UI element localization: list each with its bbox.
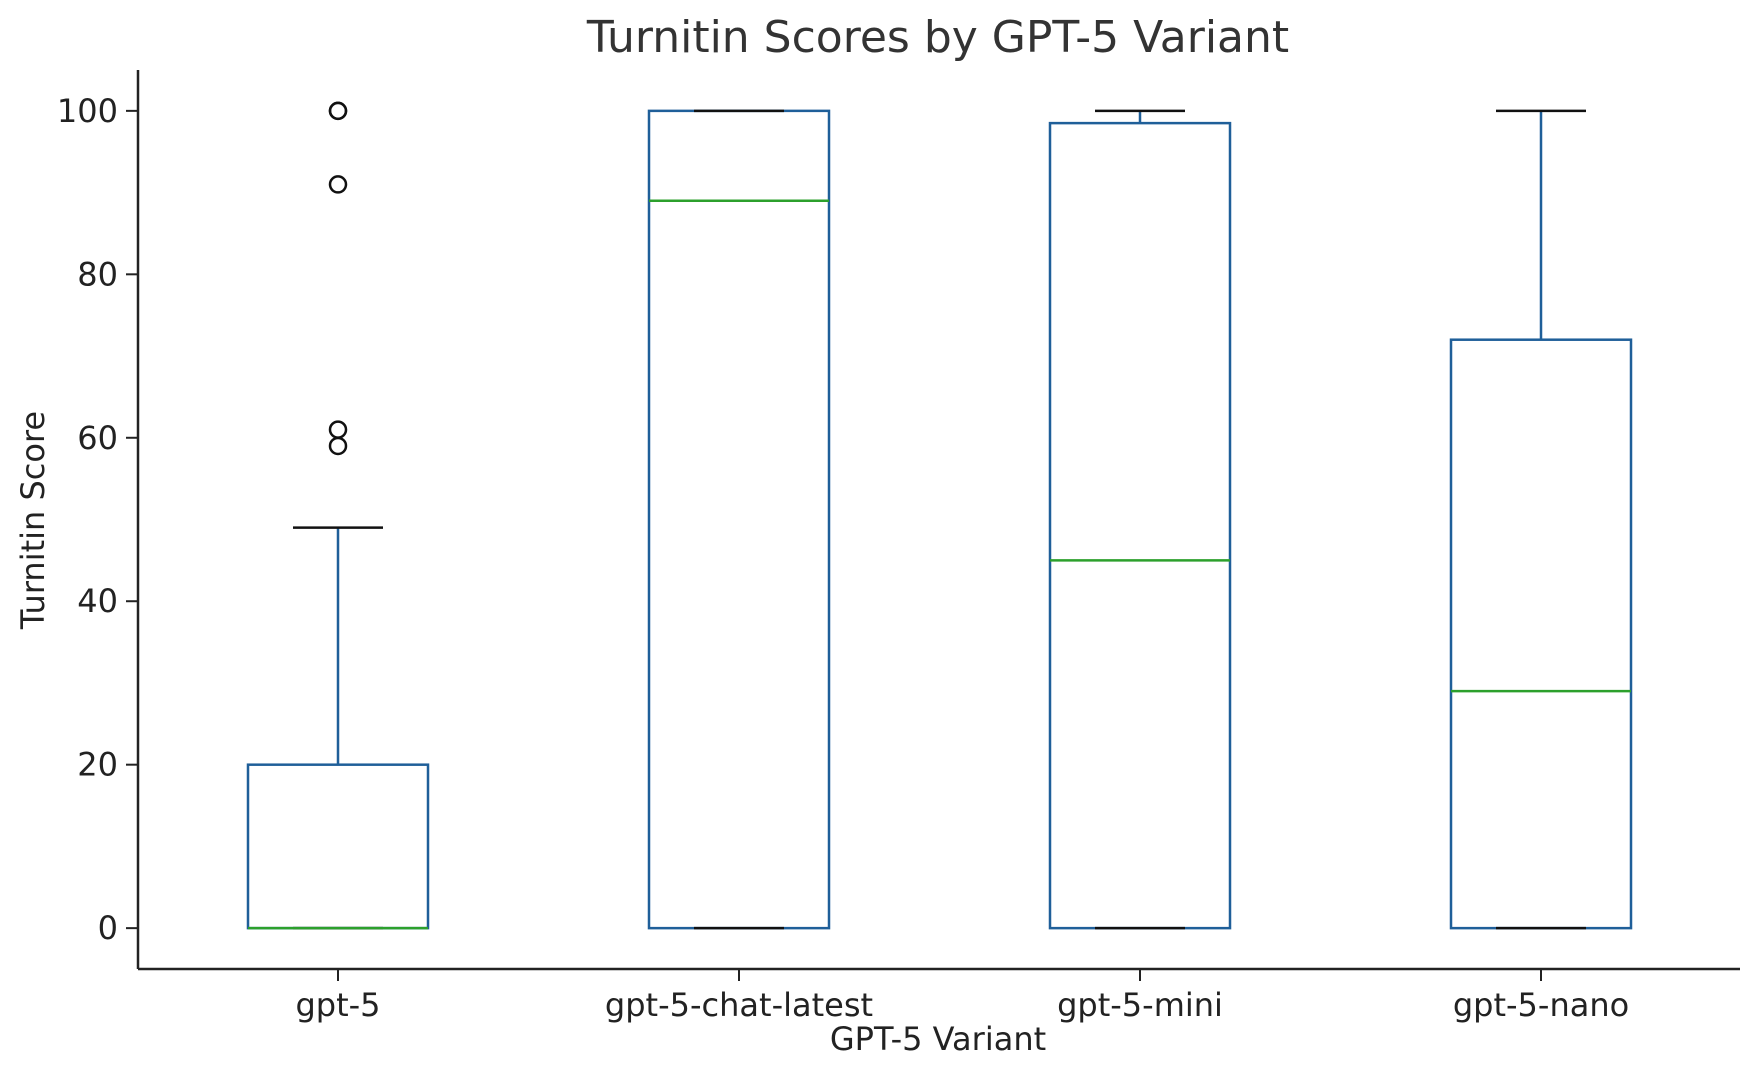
chart-title: Turnitin Scores by GPT-5 Variant [586, 12, 1289, 63]
y-tick-label: 20 [77, 746, 118, 784]
box-iqr [1449, 338, 1633, 930]
y-tick-label: 40 [77, 582, 118, 620]
y-tick-label: 80 [77, 255, 118, 293]
outlier-point [328, 436, 348, 456]
y-axis-label: Turnitin Score [14, 411, 52, 630]
y-tick-label: 60 [77, 419, 118, 457]
x-axis-label: GPT-5 Variant [830, 1020, 1046, 1058]
x-tick-label: gpt-5-mini [1057, 986, 1223, 1024]
y-tick-label: 100 [57, 92, 118, 130]
outlier-point [328, 175, 348, 194]
x-tick-label: gpt-5-chat-latest [605, 986, 873, 1024]
outlier-point [328, 101, 348, 121]
box-iqr [246, 763, 430, 930]
outlier-point [328, 420, 348, 439]
x-tick-label: gpt-5-nano [1453, 986, 1629, 1024]
plot-area: 0 20 40 60 80 100 gpt-5 gpt-5-chat-latest gpt-5-… [57, 70, 1740, 1024]
box-iqr [647, 109, 831, 930]
x-tick-label: gpt-5 [295, 986, 380, 1024]
y-tick-label: 0 [98, 909, 118, 947]
box-iqr [1048, 121, 1232, 930]
